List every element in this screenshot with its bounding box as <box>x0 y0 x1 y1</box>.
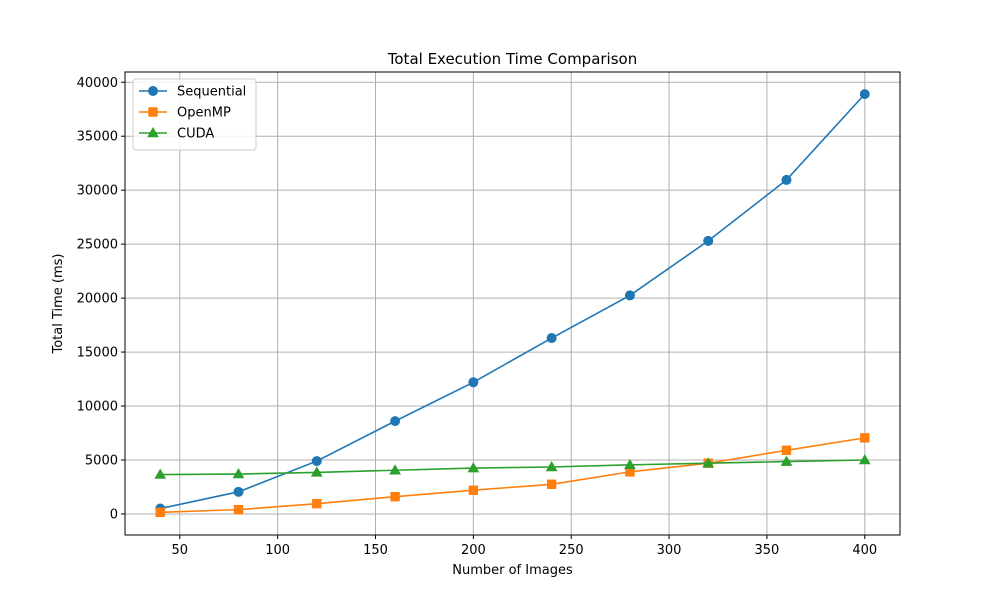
series-line-openmp <box>160 437 865 514</box>
legend-item-cuda: CUDA <box>139 127 214 142</box>
data-point-sequential <box>390 416 401 427</box>
y-tick-label: 0 <box>110 507 118 522</box>
x-tick-label: 150 <box>363 543 388 558</box>
y-tick-label: 10000 <box>77 400 118 415</box>
data-point-openmp <box>546 479 557 489</box>
y-tick-label: 40000 <box>77 76 118 91</box>
data-point-cuda <box>310 466 323 477</box>
data-point-cuda <box>389 464 401 475</box>
data-point-cuda <box>232 468 245 479</box>
data-point-openmp <box>860 433 870 443</box>
x-tick-label: 200 <box>461 543 486 558</box>
data-point-sequential <box>546 333 557 344</box>
data-point-sequential <box>624 290 635 301</box>
data-point-openmp <box>781 445 792 455</box>
data-point-openmp <box>390 491 400 502</box>
x-tick-label: 300 <box>657 543 682 558</box>
data-point-cuda <box>624 458 636 470</box>
y-axis-title: Total Time (ms) <box>51 253 66 354</box>
legend-item-sequential: Sequential <box>139 85 246 100</box>
series-cuda <box>154 453 871 479</box>
legend: Sequential OpenMP CUDA <box>132 78 257 151</box>
data-point-sequential <box>468 377 479 388</box>
y-tick-label: 5000 <box>85 453 118 468</box>
series-layer <box>154 89 871 518</box>
data-point-openmp <box>233 504 244 515</box>
series-line-cuda <box>160 459 865 476</box>
y-tick-label: 15000 <box>77 346 118 361</box>
data-point-cuda <box>467 462 480 473</box>
legend-item-openmp: OpenMP <box>139 106 231 121</box>
y-tick-label: 35000 <box>77 130 118 145</box>
grid <box>125 72 900 535</box>
x-tick-label: 100 <box>265 543 290 558</box>
data-point-cuda <box>545 460 558 472</box>
data-point-cuda <box>858 453 871 465</box>
series-line-sequential <box>160 93 866 510</box>
chart-title: Total Execution Time Comparison <box>387 50 637 68</box>
data-point-cuda <box>780 455 793 466</box>
data-point-cuda <box>154 468 167 479</box>
x-tick-label: 50 <box>172 543 189 558</box>
data-point-sequential <box>311 456 322 467</box>
x-tick-label: 250 <box>559 543 584 558</box>
ticks: 50 100 150 200 250 300 350 400 0 5000 10000 15000 20… <box>77 76 878 558</box>
data-point-openmp <box>155 507 165 518</box>
legend-marker-sequential <box>148 86 158 96</box>
data-point-sequential <box>233 486 244 497</box>
y-tick-label: 20000 <box>77 292 118 307</box>
x-tick-label: 400 <box>852 543 877 558</box>
legend-marker-cuda <box>147 126 159 138</box>
legend-marker-openmp <box>148 107 158 117</box>
legend-label-cuda: CUDA <box>177 127 214 142</box>
data-point-cuda <box>702 457 715 468</box>
legend-label-openmp: OpenMP <box>177 106 231 121</box>
legend-label-sequential: Sequential <box>177 85 246 100</box>
x-tick-label: 350 <box>755 543 780 558</box>
data-point-sequential <box>859 89 870 100</box>
y-tick-label: 30000 <box>77 184 118 199</box>
data-point-sequential <box>781 174 792 185</box>
data-point-openmp <box>312 499 322 509</box>
plot-frame <box>124 71 901 536</box>
x-axis-title: Number of Images <box>452 563 573 578</box>
data-point-sequential <box>703 235 714 246</box>
data-point-openmp <box>468 485 479 495</box>
y-tick-label: 25000 <box>77 238 118 253</box>
